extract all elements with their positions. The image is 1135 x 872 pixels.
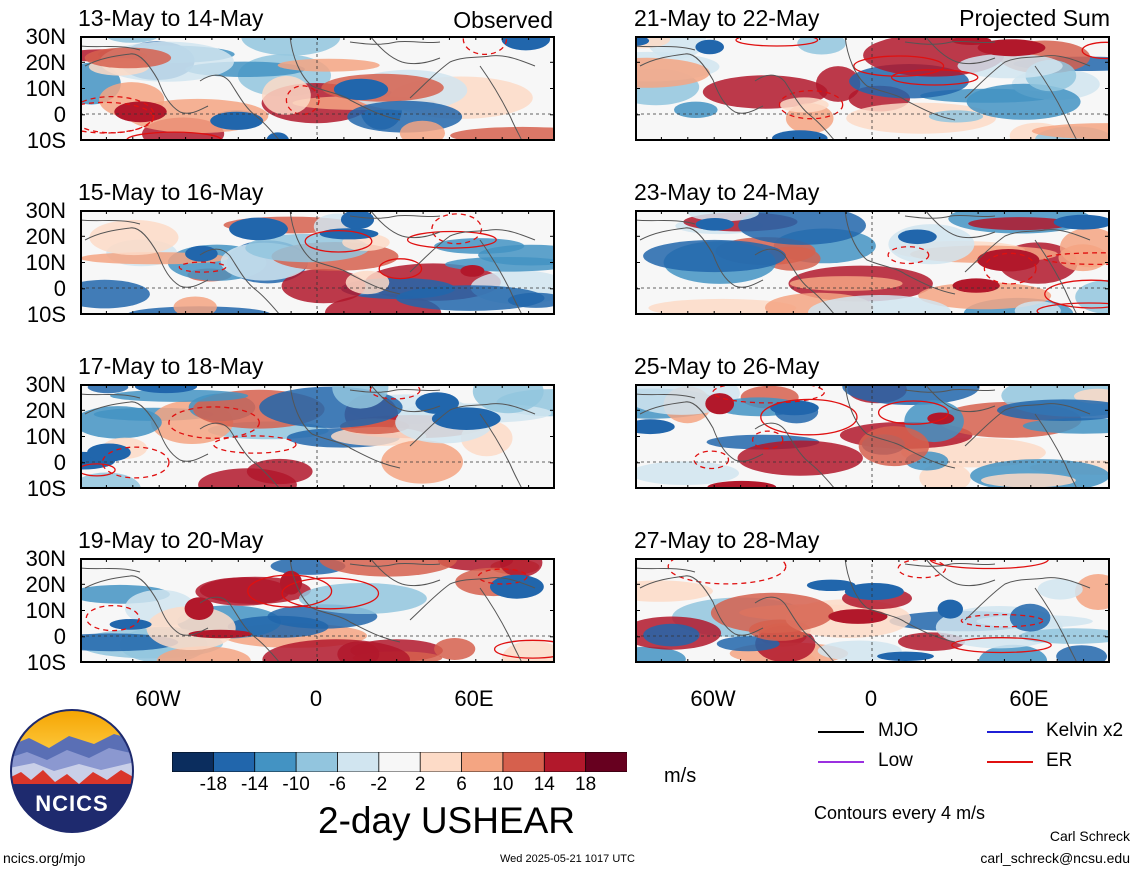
panel-title: 13-May to 14-May	[78, 5, 264, 31]
map-panel	[80, 210, 555, 315]
colorbar-tick-label: -6	[329, 774, 346, 795]
lon-label: 0	[309, 686, 323, 711]
colorbar-swatch	[461, 751, 504, 773]
lat-label: 10S	[26, 650, 66, 675]
colorbar-swatch	[419, 751, 463, 773]
lat-label: 20N	[25, 224, 66, 249]
lon-label: 60E	[454, 686, 494, 711]
colorbar-tick-label: 18	[575, 774, 597, 795]
panel-title: 21-May to 22-May	[634, 5, 820, 31]
lat-label: 20N	[25, 572, 66, 597]
lat-label: 10N	[25, 598, 66, 623]
lat-label: 10S	[26, 302, 66, 327]
footer-author: Carl Schreck	[1049, 828, 1130, 844]
lat-label: 30N	[25, 546, 66, 571]
colorbar-tick-label: 14	[533, 774, 555, 795]
footer-email: carl_schreck@ncsu.edu	[980, 850, 1130, 866]
colorbar-swatch	[378, 751, 421, 773]
legend-line-low	[818, 761, 864, 763]
legend-label-er: ER	[1046, 750, 1073, 771]
lon-label: 60E	[1009, 686, 1049, 711]
colorbar-swatch	[295, 751, 339, 773]
panel-title: 19-May to 20-May	[78, 527, 264, 553]
panel-tag-observed: Observed	[453, 7, 553, 33]
panel-title: 23-May to 24-May	[634, 179, 820, 205]
lat-label: 10N	[25, 424, 66, 449]
colorbar-swatch	[585, 751, 628, 773]
colorbar-tick-label: 6	[456, 774, 467, 795]
panel-title: 15-May to 16-May	[78, 179, 264, 205]
lat-label: 20N	[25, 398, 66, 423]
legend-label-kelvin: Kelvin x2	[1046, 720, 1124, 741]
legend-label-low: Low	[878, 750, 913, 771]
lon-label: 0	[864, 686, 878, 711]
lat-label: 0	[53, 624, 66, 649]
colorbar-swatch	[337, 751, 380, 773]
panel-title: 27-May to 28-May	[634, 527, 820, 553]
map-panel	[635, 384, 1110, 489]
legend-label-mjo: MJO	[878, 720, 919, 741]
lat-label: 0	[53, 276, 66, 301]
lat-label: 10N	[25, 250, 66, 275]
footer-timestamp: Wed 2025-05-21 1017 UTC	[500, 853, 635, 865]
lon-label: 60W	[135, 686, 181, 711]
colorbar-tick-label: -10	[282, 774, 310, 795]
lat-label: 10N	[25, 76, 66, 101]
map-panel	[635, 36, 1110, 141]
lat-label: 10S	[26, 476, 66, 501]
lat-label: 30N	[25, 372, 66, 397]
logo-text: NCICS	[35, 791, 108, 816]
colorbar	[171, 751, 628, 773]
map-panel	[635, 558, 1110, 663]
contour-note: Contours every 4 m/s	[814, 803, 986, 823]
panel-title: 17-May to 18-May	[78, 353, 264, 379]
map-panel	[80, 384, 555, 489]
lon-label: 60W	[690, 686, 736, 711]
map-panel	[80, 558, 555, 663]
lat-label: 10S	[26, 128, 66, 153]
lat-label: 30N	[25, 198, 66, 223]
map-panel	[635, 210, 1110, 315]
colorbar-tick-label: -14	[240, 774, 269, 795]
colorbar-unit: m/s	[664, 765, 697, 787]
colorbar-swatch	[171, 751, 215, 773]
colorbar-tick-label: -2	[370, 774, 388, 795]
ncics-logo: NCICS	[9, 708, 135, 834]
panel-tag-projected: Projected Sum	[959, 5, 1110, 31]
panel-title: 25-May to 26-May	[634, 353, 820, 379]
colorbar-swatch	[212, 751, 256, 773]
colorbar-swatch	[502, 751, 545, 773]
legend-line-kelvin	[987, 731, 1033, 733]
lat-label: 0	[53, 450, 66, 475]
colorbar-tick-label: 10	[492, 774, 514, 795]
lat-label: 0	[53, 102, 66, 127]
colorbar-tick-label: 2	[414, 774, 426, 795]
lat-label: 30N	[25, 24, 66, 49]
colorbar-swatch	[254, 751, 297, 773]
legend-line-mjo	[818, 731, 864, 733]
lat-label: 20N	[25, 50, 66, 75]
colorbar-tick-label: -18	[199, 774, 228, 795]
legend-line-er	[987, 761, 1033, 763]
colorbar-swatch	[543, 751, 587, 773]
map-panel	[80, 36, 555, 141]
footer-url: ncics.org/mjo	[3, 850, 86, 866]
figure-title: 2-day USHEAR	[318, 800, 576, 841]
